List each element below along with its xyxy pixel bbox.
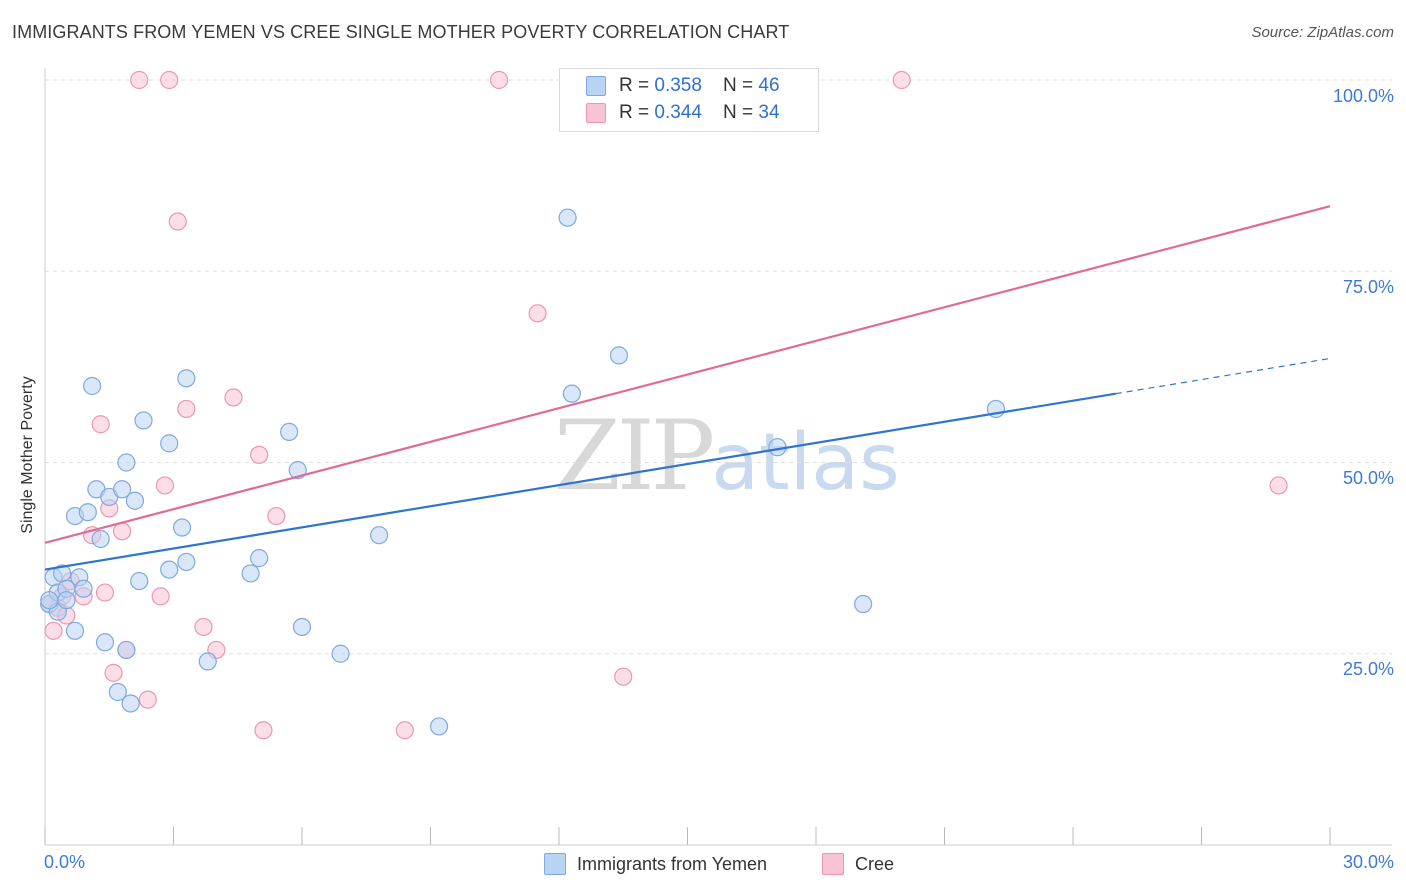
yemen-point (125, 491, 145, 510)
yemen-point (241, 564, 260, 583)
yemen-point (250, 549, 269, 568)
legend-swatch-yemen (544, 853, 566, 875)
r-label: R = (619, 102, 655, 123)
source-label: Source: ZipAtlas.com (1251, 24, 1394, 41)
cree-point (267, 506, 286, 526)
cree-point (224, 388, 243, 407)
yemen-point (130, 571, 149, 591)
cree-point (155, 476, 175, 495)
n-value-cree: 34 (758, 102, 780, 123)
yemen-point (854, 594, 873, 614)
yemen-point (91, 529, 110, 549)
yemen-point (65, 621, 85, 640)
cree-point (95, 583, 115, 602)
n-label: N = (723, 102, 759, 123)
r-value-cree: 0.344 (654, 102, 702, 123)
watermark-zip: ZIP (554, 400, 715, 512)
r-value-yemen: 0.358 (654, 75, 702, 96)
cree-point (1269, 476, 1288, 495)
legend-item-cree: Cree (822, 852, 894, 876)
yemen-point (134, 411, 153, 430)
y-tick-label-100: 100.0% (1332, 86, 1394, 106)
yemen-point (78, 503, 97, 522)
cree-point (112, 522, 132, 541)
y-tick-label-50: 50.0% (1342, 468, 1394, 488)
yemen-point (83, 376, 102, 396)
yemen-point (177, 369, 196, 388)
x-tick-label-max: 30.0% (1342, 852, 1394, 872)
cree-point (254, 721, 273, 740)
r-label: R = (619, 75, 655, 96)
cree-point (177, 399, 196, 419)
n-label: N = (723, 75, 759, 96)
legend-label-cree: Cree (855, 853, 895, 874)
cree-points (40, 70, 1288, 740)
yemen-point (172, 518, 192, 537)
yemen-point (558, 208, 577, 227)
watermark: ZIPatlas (554, 400, 900, 512)
cree-point (168, 212, 187, 231)
yemen-point (108, 682, 127, 702)
cree-trend-line (44, 205, 1331, 544)
cree-point (892, 70, 911, 90)
stats-legend: R = 0.358 N = 46 R = 0.344 N = 34 (559, 68, 819, 132)
yemen-point (160, 434, 179, 453)
yemen-point (370, 526, 389, 545)
yemen-point (429, 717, 449, 736)
yemen-point (117, 640, 136, 660)
legend-swatch-yemen (586, 76, 606, 96)
legend-swatch-cree (822, 853, 844, 875)
cree-point (614, 667, 633, 686)
cree-point (528, 304, 547, 323)
cree-point (250, 445, 269, 464)
yemen-point (280, 422, 299, 441)
yemen-point (74, 579, 93, 598)
yemen-point (121, 694, 140, 713)
cree-point (91, 415, 110, 434)
y-tick-label-75: 75.0% (1342, 277, 1394, 297)
cree-point (489, 70, 509, 90)
n-value-yemen: 46 (758, 75, 780, 96)
legend-item-yemen: Immigrants from Yemen (544, 852, 767, 876)
cree-point (130, 70, 149, 90)
cree-point (138, 690, 157, 709)
x-tick-label-min: 0.0% (44, 852, 86, 872)
yemen-point (57, 591, 76, 610)
cree-point (194, 617, 213, 637)
yemen-points (40, 208, 1006, 736)
trend-lines (44, 205, 1331, 571)
cree-point (160, 70, 179, 90)
yemen-trend-line (44, 392, 1117, 571)
yemen-point (95, 633, 115, 652)
yemen-point (562, 384, 581, 403)
yemen-point (292, 617, 312, 637)
legend-label-yemen: Immigrants from Yemen (577, 853, 768, 874)
y-tick-label-25: 25.0% (1342, 659, 1394, 679)
yemen-point (198, 652, 217, 671)
legend-swatch-cree (586, 103, 606, 123)
yemen-point (331, 644, 350, 663)
cree-point (151, 587, 170, 606)
yemen-point (112, 480, 132, 499)
cree-point (44, 621, 63, 640)
yemen-point (177, 552, 196, 572)
yemen-point (609, 346, 629, 365)
cree-point (104, 663, 123, 682)
yemen-point (117, 453, 136, 472)
chart-title: IMMIGRANTS FROM YEMEN VS CREE SINGLE MOT… (12, 22, 790, 42)
yemen-point (160, 560, 179, 579)
axes (44, 68, 1392, 846)
cree-point (395, 721, 414, 740)
yemen-trend-extension (1115, 357, 1331, 395)
yemen-point (40, 591, 59, 610)
